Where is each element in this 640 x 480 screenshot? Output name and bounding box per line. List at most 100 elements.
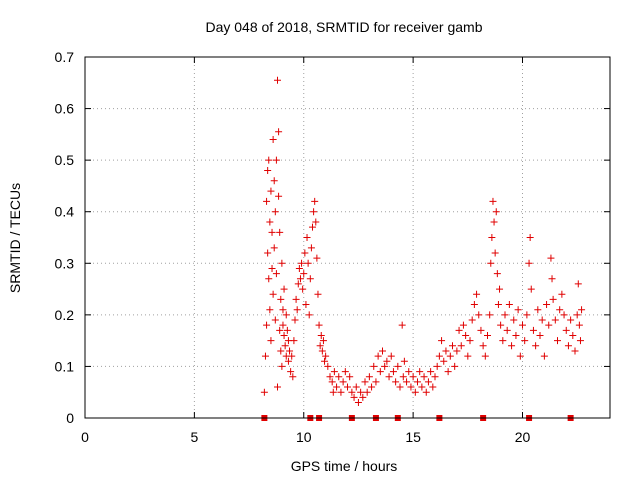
data-point: [525, 259, 533, 267]
data-point: [543, 301, 551, 309]
y-tick-label: 0.5: [55, 152, 75, 168]
data-point: [574, 280, 582, 288]
data-point: [344, 383, 351, 391]
data-point: [274, 76, 281, 84]
data-point: [265, 156, 273, 164]
data-point: [496, 285, 504, 293]
data-point: [499, 337, 507, 345]
data-point: [281, 342, 289, 350]
data-point: [350, 393, 358, 401]
data-point: [261, 352, 269, 360]
data-point: [266, 218, 274, 226]
y-tick-label: 0.3: [55, 255, 75, 271]
data-point: [387, 352, 395, 360]
data-point: [440, 357, 448, 365]
x-tick-label: 5: [190, 429, 198, 445]
data-point: [503, 326, 511, 334]
data-point: [427, 368, 435, 376]
x-tick-label: 0: [81, 429, 89, 445]
data-point: [564, 342, 572, 350]
data-point: [534, 306, 542, 314]
data-point: [368, 383, 376, 391]
y-axis-label: SRMTID / TECUs: [7, 183, 23, 293]
data-point: [487, 259, 495, 267]
data-point: [444, 368, 452, 376]
data-point: [298, 259, 306, 267]
data-point: [383, 357, 391, 365]
data-point: [547, 254, 555, 262]
data-point: [468, 316, 476, 324]
data-point: [376, 368, 384, 376]
data-point: [576, 337, 584, 345]
data-point: [363, 388, 371, 396]
data-point: [505, 301, 513, 309]
data-point: [301, 249, 309, 257]
data-point: [321, 357, 329, 365]
data-point: [341, 368, 349, 376]
data-point: [310, 208, 318, 216]
data-point: [529, 326, 537, 334]
data-point: [330, 368, 338, 376]
data-point: [407, 383, 415, 391]
data-point: [311, 197, 319, 205]
data-point: [551, 316, 559, 324]
x-tick-label: 20: [515, 429, 531, 445]
data-point: [475, 311, 483, 319]
data-point: [381, 362, 389, 370]
data-point: [291, 316, 299, 324]
data-point: [521, 337, 529, 345]
y-tick-label: 0: [66, 410, 74, 426]
data-point: [411, 388, 419, 396]
data-point: [333, 383, 341, 391]
data-point: [315, 321, 323, 329]
data-point: [326, 373, 334, 381]
data-point: [526, 234, 534, 241]
data-point: [370, 362, 378, 370]
data-point: [416, 368, 424, 376]
x-axis-label: GPS time / hours: [291, 458, 398, 474]
data-point: [354, 399, 362, 407]
data-point: [433, 362, 441, 370]
data-point: [270, 244, 278, 252]
plot-area-border: [84, 56, 611, 419]
data-point: [492, 208, 500, 216]
data-point: [303, 234, 311, 241]
data-point: [512, 331, 520, 339]
data-point: [494, 301, 502, 309]
data-point: [562, 326, 570, 334]
data-point: [288, 352, 296, 360]
data-point: [470, 301, 478, 309]
data-point: [459, 321, 467, 329]
data-point: [422, 388, 430, 396]
data-point: [329, 388, 337, 396]
data-point: [309, 223, 316, 231]
data-point: [575, 321, 583, 329]
x-tick-label: 10: [296, 429, 312, 445]
data-point: [282, 311, 290, 319]
y-tick-label: 0.2: [55, 307, 75, 323]
data-point: [484, 331, 491, 339]
data-point: [290, 337, 298, 345]
data-point: [276, 326, 284, 334]
data-point: [271, 316, 279, 324]
data-point: [263, 321, 271, 329]
data-point: [489, 197, 497, 205]
data-point: [523, 311, 531, 319]
data-point: [514, 306, 522, 314]
data-point: [295, 264, 303, 272]
data-point: [424, 378, 432, 386]
y-tick-labels: 0 0.1 0.2 0.3 0.4 0.5 0.6 0.7: [55, 49, 75, 426]
data-point: [400, 357, 408, 365]
data-point: [516, 352, 524, 360]
data-point: [328, 378, 336, 386]
y-tick-label: 0.7: [55, 49, 75, 65]
data-point: [304, 259, 312, 267]
data-point: [335, 373, 343, 381]
data-point: [538, 316, 546, 324]
data-point: [287, 368, 295, 376]
data-point: [486, 311, 494, 319]
data-point: [260, 388, 268, 396]
data-point: [302, 301, 310, 309]
